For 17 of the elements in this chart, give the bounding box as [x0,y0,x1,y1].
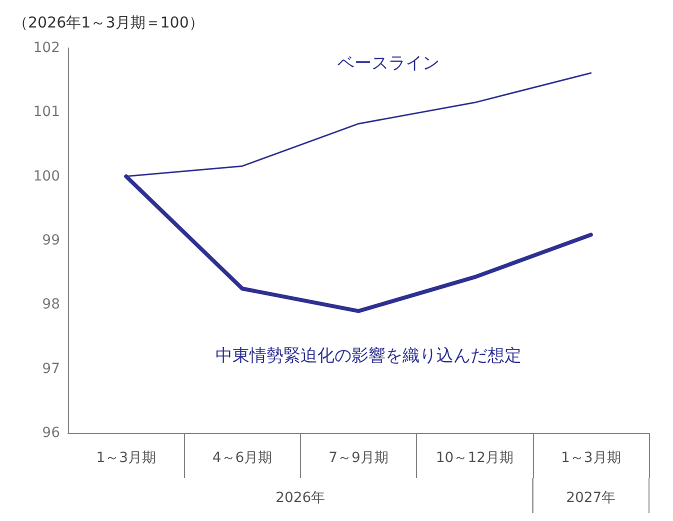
y-tick-label: 100 [33,168,60,184]
text: ベースライン [338,54,440,74]
x-tick-label: 1～3月期 [96,450,156,466]
y-tick-label: 99 [42,232,60,248]
y-tick-label: 98 [42,296,60,313]
x-tick-label: 7～9月期 [328,450,388,466]
x-tick-label: 1～3月期 [560,450,621,466]
y-tick-label: 97 [42,360,60,377]
y-tick-label: 96 [42,425,60,441]
text: 中東情勢緊迫化の影響を織り込んだ想定 [216,346,522,366]
x-tick-label: 4～6月期 [212,450,272,466]
y-tick-label: 102 [33,40,60,56]
x-tick-label: 10～12月期 [436,450,514,466]
y-axis-title: （2026年1～3月期＝100） [13,14,204,32]
y-tick-label: 101 [33,104,60,120]
text: 2026年 [276,490,326,506]
text: 2027年 [566,490,616,506]
